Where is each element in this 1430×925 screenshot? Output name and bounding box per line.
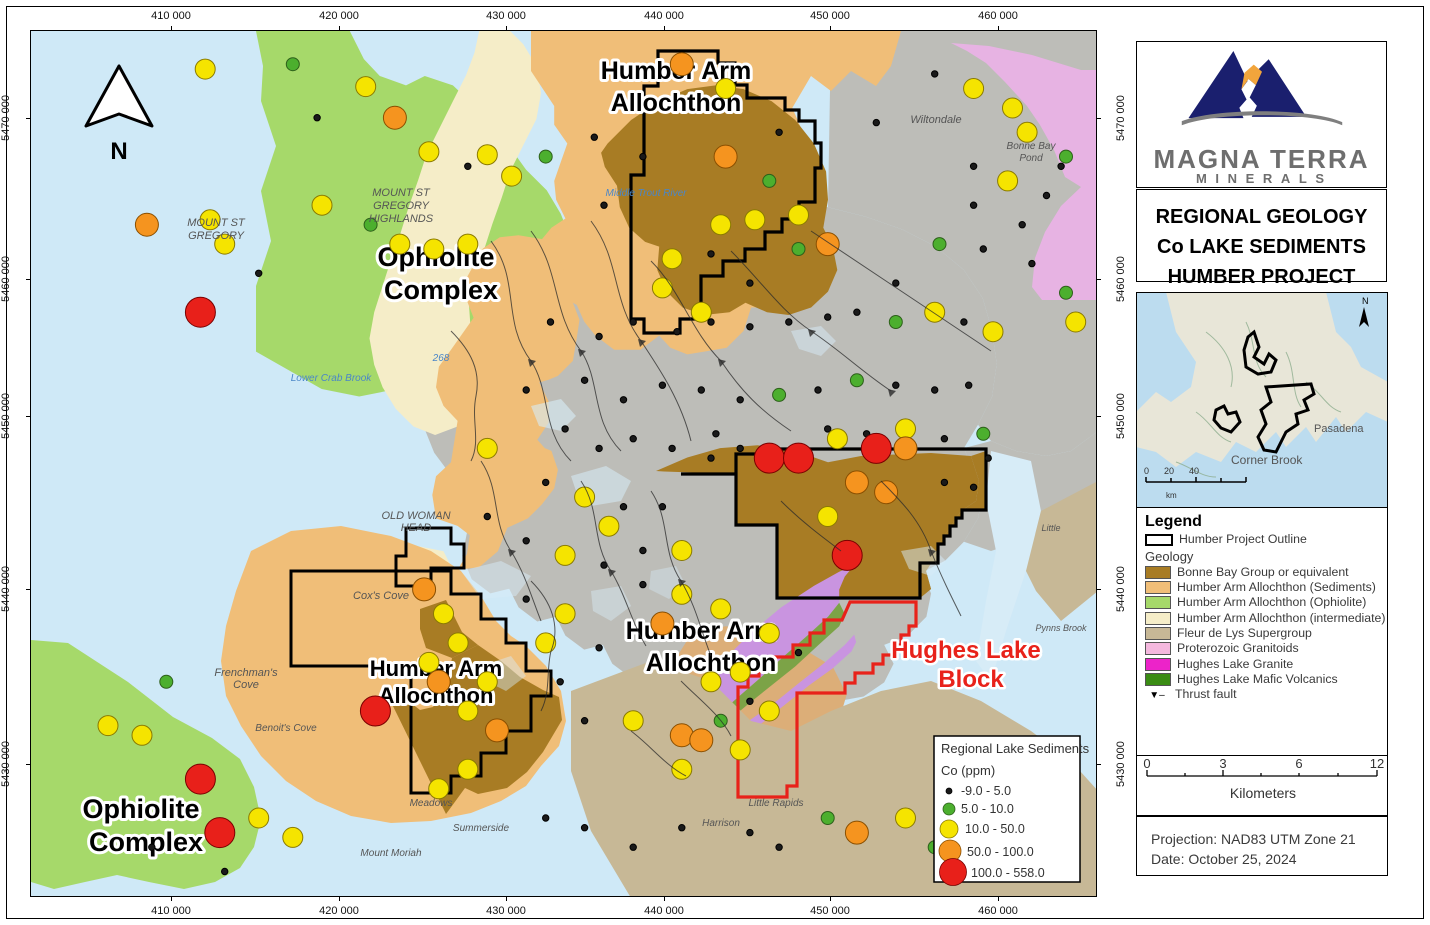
svg-text:40: 40 — [1189, 466, 1199, 476]
svg-text:Wiltondale: Wiltondale — [910, 114, 961, 126]
svg-text:Bonne Bay: Bonne Bay — [1007, 141, 1057, 152]
svg-text:Little: Little — [1041, 523, 1060, 533]
svg-text:Summerside: Summerside — [453, 823, 510, 834]
svg-text:Pasadena: Pasadena — [1314, 423, 1364, 435]
svg-text:12: 12 — [1370, 756, 1384, 771]
svg-text:OLD WOMAN: OLD WOMAN — [381, 510, 450, 522]
svg-text:HIGHLANDS: HIGHLANDS — [369, 213, 434, 225]
svg-text:Cox's Cove: Cox's Cove — [353, 590, 409, 602]
svg-text:10.0 - 50.0: 10.0 - 50.0 — [965, 822, 1025, 836]
svg-text:0: 0 — [1143, 756, 1150, 771]
svg-text:100.0 - 558.0: 100.0 - 558.0 — [971, 866, 1045, 880]
svg-text:Pynns Brook: Pynns Brook — [1035, 623, 1087, 633]
svg-text:Meadows: Meadows — [410, 798, 453, 809]
svg-text:50.0 - 100.0: 50.0 - 100.0 — [967, 845, 1034, 859]
svg-text:Block: Block — [938, 666, 1004, 693]
svg-text:5.0 - 10.0: 5.0 - 10.0 — [961, 802, 1014, 816]
svg-text:Ophiolite: Ophiolite — [83, 794, 200, 824]
svg-text:Frenchman's: Frenchman's — [214, 667, 278, 679]
svg-text:km: km — [1166, 491, 1177, 500]
svg-text:0: 0 — [1144, 466, 1149, 476]
svg-text:HEAD: HEAD — [401, 522, 432, 534]
svg-text:GREGORY: GREGORY — [373, 200, 429, 212]
svg-text:Middle Trout River: Middle Trout River — [606, 188, 688, 199]
svg-text:Hughes Lake: Hughes Lake — [891, 637, 1040, 664]
svg-text:6: 6 — [1295, 756, 1302, 771]
svg-text:Regional Lake Sediments: Regional Lake Sediments — [941, 741, 1090, 756]
svg-text:268: 268 — [432, 353, 450, 364]
svg-text:Complex: Complex — [384, 275, 498, 305]
svg-text:Corner Brook: Corner Brook — [1231, 453, 1303, 467]
svg-text:-9.0 - 5.0: -9.0 - 5.0 — [961, 784, 1011, 798]
svg-text:Harrison: Harrison — [702, 818, 740, 829]
svg-text:Humber Arm: Humber Arm — [626, 617, 777, 645]
svg-text:Co (ppm): Co (ppm) — [941, 763, 995, 778]
svg-text:Lower Crab Brook: Lower Crab Brook — [291, 373, 373, 384]
svg-text:Cove: Cove — [233, 679, 259, 691]
svg-text:N: N — [110, 138, 127, 165]
svg-text:MOUNT ST: MOUNT ST — [372, 187, 431, 199]
svg-text:Kilometers: Kilometers — [1230, 785, 1296, 801]
svg-text:Complex: Complex — [89, 827, 203, 857]
svg-text:Pond: Pond — [1019, 153, 1043, 164]
svg-text:Mount Moriah: Mount Moriah — [360, 848, 422, 859]
svg-text:N: N — [1362, 296, 1369, 306]
svg-text:Little Rapids: Little Rapids — [748, 798, 803, 809]
svg-text:Benoit's Cove: Benoit's Cove — [255, 723, 317, 734]
svg-text:MOUNT ST: MOUNT ST — [187, 217, 246, 229]
svg-text:20: 20 — [1164, 466, 1174, 476]
svg-text:3: 3 — [1219, 756, 1226, 771]
svg-text:GREGORY: GREGORY — [188, 230, 244, 242]
